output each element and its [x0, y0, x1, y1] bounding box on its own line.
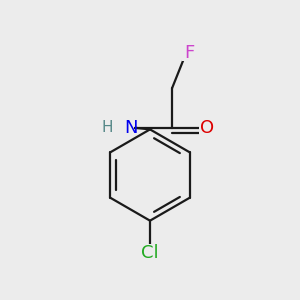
FancyBboxPatch shape	[98, 119, 134, 137]
Text: F: F	[184, 44, 195, 62]
FancyBboxPatch shape	[138, 244, 162, 262]
Text: H: H	[102, 120, 113, 135]
Text: N: N	[124, 119, 138, 137]
FancyBboxPatch shape	[182, 45, 197, 61]
FancyBboxPatch shape	[199, 119, 216, 137]
Text: Cl: Cl	[141, 244, 159, 262]
Text: O: O	[200, 119, 214, 137]
